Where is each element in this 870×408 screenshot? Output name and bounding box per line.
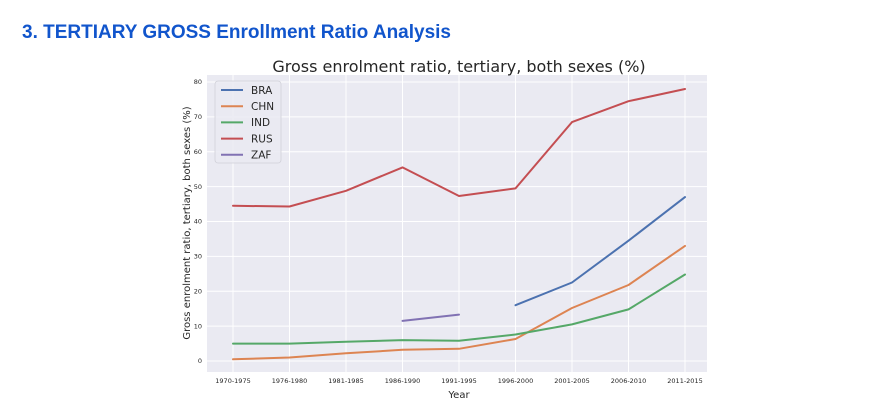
x-tick-label: 1991-1995	[441, 377, 476, 385]
y-tick-label: 0	[198, 357, 202, 365]
y-tick-label: 50	[194, 183, 202, 191]
y-tick-label: 10	[194, 322, 202, 330]
series-line-chn	[232, 244, 686, 361]
legend-label-ind: IND	[251, 117, 270, 129]
x-tick-label: 2011-2015	[667, 377, 702, 385]
section-title: 3. TERTIARY GROSS Enrollment Ratio Analy…	[22, 22, 451, 43]
x-tick-label: 2006-2010	[611, 377, 646, 385]
y-tick-label: 60	[194, 148, 202, 156]
legend-label-chn: CHN	[251, 101, 274, 113]
series-line-bra	[514, 196, 686, 307]
x-tick-label: 1996-2000	[498, 377, 533, 385]
plot-background	[207, 75, 707, 372]
x-tick-label: 1986-1990	[385, 377, 420, 385]
y-axis-label: Gross enrolment ratio, tertiary, both se…	[182, 106, 193, 339]
y-tick-label: 40	[194, 218, 202, 226]
x-tick-label: 1976-1980	[272, 377, 307, 385]
x-axis-label: Year	[447, 390, 470, 401]
y-tick-label: 70	[194, 113, 202, 121]
series-line-ind	[232, 273, 686, 345]
legend-box	[214, 80, 282, 164]
series-line-zaf	[401, 313, 460, 322]
legend-label-zaf: ZAF	[251, 150, 271, 162]
y-tick-label: 80	[194, 78, 202, 86]
x-tick-label: 1970-1975	[215, 377, 250, 385]
series-line-rus	[232, 88, 686, 208]
x-tick-label: 1981-1985	[328, 377, 363, 385]
x-tick-label: 2001-2005	[554, 377, 589, 385]
legend-label-rus: RUS	[251, 133, 273, 145]
chart-title: Gross enrolment ratio, tertiary, both se…	[272, 57, 645, 76]
y-tick-label: 30	[194, 253, 202, 261]
legend-label-bra: BRA	[251, 85, 273, 97]
y-tick-label: 20	[194, 287, 202, 295]
